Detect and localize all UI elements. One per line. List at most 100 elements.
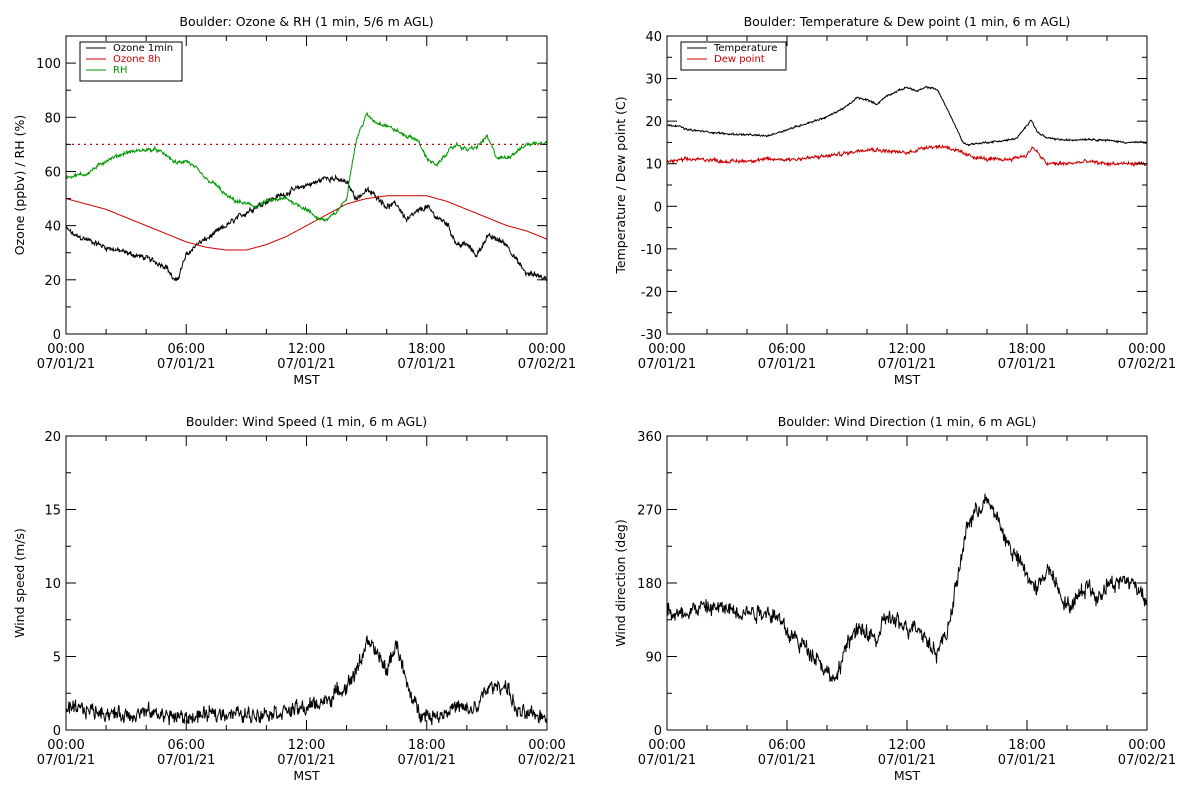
x-tick-label-time: 00:00 [528, 738, 565, 753]
x-tick-label-time: 00:00 [528, 342, 565, 357]
y-tick-label: 0 [654, 724, 662, 739]
x-tick-label-time: 00:00 [1128, 738, 1165, 753]
x-axis-label: MST [293, 372, 320, 387]
y-tick-label: 360 [637, 430, 662, 445]
chart-panel-1: Boulder: Ozone & RH (1 min, 5/6 m AGL)00… [12, 14, 576, 387]
chart-title: Boulder: Ozone & RH (1 min, 5/6 m AGL) [179, 14, 433, 29]
x-tick-label-date: 07/01/21 [758, 357, 816, 372]
x-tick-label-time: 18:00 [408, 342, 445, 357]
y-tick-label: 30 [645, 73, 662, 88]
x-tick-label-time: 18:00 [1008, 738, 1045, 753]
x-tick-label-time: 00:00 [47, 342, 84, 357]
x-tick-label-time: 06:00 [768, 342, 805, 357]
y-tick-label: 40 [44, 220, 61, 235]
x-tick-label-time: 06:00 [768, 738, 805, 753]
y-tick-label: 0 [53, 724, 61, 739]
y-tick-label: 40 [645, 30, 662, 45]
y-axis-label: Wind direction (deg) [613, 519, 628, 646]
y-tick-label: 270 [637, 504, 662, 519]
x-tick-label-date: 07/01/21 [998, 357, 1056, 372]
y-tick-label: 10 [44, 577, 61, 592]
y-tick-label: 0 [654, 200, 662, 215]
x-tick-label-time: 06:00 [168, 738, 205, 753]
series-line-ozone-1min [66, 173, 547, 282]
x-tick-label-date: 07/01/21 [157, 753, 215, 768]
x-tick-label-time: 12:00 [888, 342, 925, 357]
series-line-1 [66, 635, 547, 726]
x-tick-label-time: 00:00 [648, 738, 685, 753]
x-tick-label-date: 07/01/21 [758, 753, 816, 768]
legend-entry: Ozone 8h [113, 54, 161, 65]
x-tick-label-date: 07/01/21 [878, 357, 936, 372]
y-axis-label: Temperature / Dew point (C) [613, 96, 628, 274]
x-tick-label-date: 07/01/21 [878, 753, 936, 768]
x-tick-label-time: 00:00 [47, 738, 84, 753]
y-axis-label: Wind speed (m/s) [12, 528, 27, 638]
x-axis-label: MST [894, 768, 921, 783]
x-tick-label-date: 07/01/21 [638, 357, 696, 372]
x-tick-label-time: 12:00 [288, 342, 325, 357]
y-tick-label: 90 [645, 651, 662, 666]
y-tick-label: 180 [637, 577, 662, 592]
y-tick-label: 20 [44, 274, 61, 289]
x-tick-label-date: 07/01/21 [398, 357, 456, 372]
x-tick-label-date: 07/01/21 [277, 753, 335, 768]
legend-entry: Ozone 1min [113, 43, 173, 54]
chart-title: Boulder: Wind Direction (1 min, 6 m AGL) [778, 414, 1036, 429]
x-tick-label-time: 00:00 [1128, 342, 1165, 357]
x-tick-label-date: 07/01/21 [998, 753, 1056, 768]
y-tick-label: -30 [641, 328, 662, 343]
legend-entry: RH [113, 65, 127, 76]
x-axis-label: MST [293, 768, 320, 783]
series-line-temperature [667, 85, 1147, 147]
y-tick-label: 0 [53, 328, 61, 343]
x-tick-label-date: 07/02/21 [1118, 357, 1176, 372]
x-tick-label-time: 00:00 [648, 342, 685, 357]
y-tick-label: 80 [44, 111, 61, 126]
y-tick-label: 10 [645, 158, 662, 173]
y-tick-label: 20 [645, 115, 662, 130]
y-tick-label: 60 [44, 165, 61, 180]
x-tick-label-date: 07/01/21 [398, 753, 456, 768]
x-axis-label: MST [894, 372, 921, 387]
series-line-1 [667, 493, 1147, 683]
series-line-dew-point [667, 144, 1147, 168]
chart-panel-3: Boulder: Wind Speed (1 min, 6 m AGL) 00:0… [12, 414, 576, 783]
x-tick-label-time: 12:00 [288, 738, 325, 753]
plot-frame [65, 435, 548, 731]
chart-title: Boulder: Temperature & Dew point (1 min,… [744, 14, 1071, 29]
x-tick-label-date: 07/02/21 [1118, 753, 1176, 768]
y-tick-label: -10 [641, 243, 662, 258]
x-tick-label-date: 07/01/21 [638, 753, 696, 768]
y-tick-label: 100 [36, 57, 61, 72]
chart-panel-4: Boulder: Wind Direction (1 min, 6 m AGL)… [613, 414, 1176, 783]
legend-entry: Dew point [714, 54, 765, 65]
plot-frame [666, 435, 1148, 731]
legend-box [680, 41, 787, 71]
x-tick-label-time: 06:00 [168, 342, 205, 357]
x-tick-label-date: 07/01/21 [37, 357, 95, 372]
y-tick-label: 20 [44, 430, 61, 445]
y-tick-label: 5 [53, 651, 61, 666]
series-line-ozone-8h [66, 195, 547, 251]
x-tick-label-time: 12:00 [888, 738, 925, 753]
legend-entry: Temperature [713, 43, 777, 54]
x-tick-label-date: 07/02/21 [518, 357, 576, 372]
x-tick-label-date: 07/02/21 [518, 753, 576, 768]
x-tick-label-time: 18:00 [408, 738, 445, 753]
x-tick-label-date: 07/01/21 [277, 357, 335, 372]
chart-panel-2: Boulder: Temperature & Dew point (1 min,… [613, 14, 1176, 387]
y-axis-label: Ozone (ppbv) / RH (%) [12, 115, 27, 255]
x-tick-label-date: 07/01/21 [37, 753, 95, 768]
chart-title: Boulder: Wind Speed (1 min, 6 m AGL) [186, 414, 427, 429]
y-tick-label: 15 [44, 504, 61, 519]
y-tick-label: -20 [641, 285, 662, 300]
series-line-rh [66, 111, 547, 223]
x-tick-label-date: 07/01/21 [157, 357, 215, 372]
x-tick-label-time: 18:00 [1008, 342, 1045, 357]
plot-frame [666, 35, 1148, 335]
